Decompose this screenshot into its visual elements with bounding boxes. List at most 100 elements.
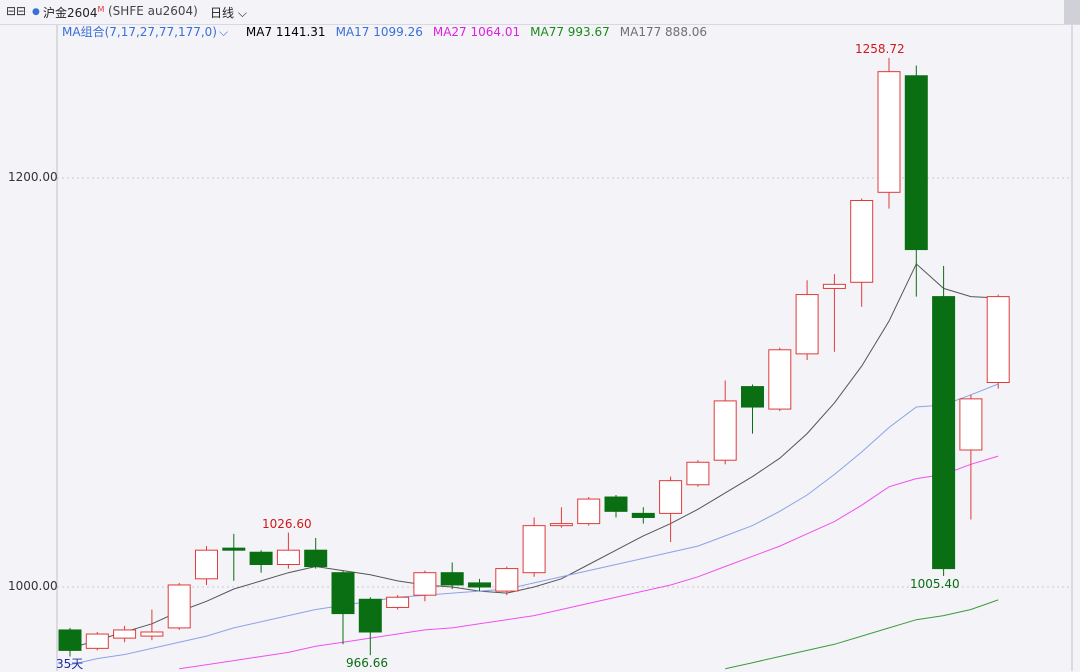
candle[interactable] bbox=[249, 550, 273, 573]
candle[interactable] bbox=[222, 533, 246, 581]
candle[interactable] bbox=[386, 595, 410, 610]
candle[interactable] bbox=[577, 497, 601, 526]
candle[interactable] bbox=[822, 274, 846, 352]
candle[interactable] bbox=[932, 265, 956, 576]
candle[interactable] bbox=[140, 609, 164, 641]
candle-body-up bbox=[713, 400, 737, 461]
candle-body-down bbox=[631, 512, 655, 518]
candle[interactable] bbox=[659, 476, 683, 543]
ma7-line bbox=[69, 263, 999, 649]
candle[interactable] bbox=[358, 597, 382, 656]
candle[interactable] bbox=[85, 631, 109, 651]
candle-body-down bbox=[904, 75, 928, 251]
main-contract-marker: M bbox=[97, 5, 105, 14]
candle-body-up bbox=[413, 572, 437, 596]
ma-legend-item: MA7 1141.31 bbox=[245, 25, 326, 39]
candle-body-up bbox=[686, 461, 710, 486]
candle-body-down bbox=[468, 582, 491, 588]
local-high-annotation: 1026.60 bbox=[262, 517, 312, 531]
candle[interactable] bbox=[195, 546, 218, 585]
ma-legend-item: MA177 888.06 bbox=[619, 25, 708, 39]
candle[interactable] bbox=[331, 570, 355, 645]
low-annotation: 966.66 bbox=[346, 656, 388, 670]
y-tick-label: 1200.00 bbox=[8, 170, 58, 184]
candle[interactable] bbox=[167, 582, 191, 630]
candle-body-up bbox=[795, 294, 819, 355]
period-label: 日线 bbox=[210, 6, 235, 20]
candle-body-up bbox=[549, 523, 573, 527]
symbol-title[interactable]: 沪金2604M bbox=[43, 4, 104, 21]
candle-body-up bbox=[495, 568, 519, 592]
link-icon[interactable]: ⊟⊟ bbox=[6, 4, 27, 18]
high-annotation: 1258.72 bbox=[855, 42, 905, 56]
candle-body-up bbox=[85, 633, 109, 649]
ma-legend-item: MA77 993.67 bbox=[530, 25, 610, 39]
candle[interactable] bbox=[413, 570, 437, 602]
ma77-line bbox=[725, 599, 999, 670]
ma-legend: MA组合(7,17,27,77,177,0) ⌵ MA7 1141.31 MA17 … bbox=[62, 23, 727, 41]
candle[interactable] bbox=[604, 494, 628, 518]
moving-average-layer bbox=[69, 263, 999, 670]
candle[interactable] bbox=[904, 65, 928, 297]
candle[interactable] bbox=[58, 627, 82, 657]
candle-layer bbox=[58, 57, 1010, 657]
candle[interactable] bbox=[440, 562, 464, 590]
candle[interactable] bbox=[276, 532, 300, 569]
last-low-annotation: 1005.40 bbox=[910, 577, 960, 591]
candle[interactable] bbox=[549, 507, 573, 528]
candle-body-down bbox=[249, 551, 273, 566]
chart-header-bar: ⊟⊟ ● 沪金2604M (SHFE au2604) 日线 ⌵ bbox=[0, 0, 1080, 25]
candle-body-up bbox=[195, 549, 218, 580]
candle[interactable] bbox=[113, 625, 137, 643]
candle-body-down bbox=[932, 296, 956, 570]
candle-body-up bbox=[386, 596, 410, 608]
candle-body-down bbox=[58, 629, 82, 651]
candle[interactable] bbox=[877, 57, 901, 209]
candle[interactable] bbox=[631, 507, 655, 524]
candle-body-up bbox=[140, 631, 164, 637]
ma27-line bbox=[179, 455, 999, 670]
candle[interactable] bbox=[959, 394, 983, 520]
days-counter: 35天 bbox=[56, 657, 84, 671]
candle[interactable] bbox=[850, 198, 874, 307]
candle[interactable] bbox=[686, 460, 710, 487]
candle-body-up bbox=[276, 549, 300, 566]
candle-body-down bbox=[222, 547, 246, 551]
candle-body-up bbox=[822, 283, 846, 289]
candle[interactable] bbox=[741, 384, 764, 434]
candle[interactable] bbox=[768, 347, 792, 412]
candle-body-down bbox=[741, 386, 764, 408]
chevron-down-icon: ⌵ bbox=[237, 6, 247, 20]
candle-body-up bbox=[522, 525, 546, 574]
candle-body-up bbox=[850, 199, 874, 283]
grid-layer bbox=[57, 177, 1072, 588]
bullet-dot-icon: ● bbox=[32, 7, 40, 17]
candle[interactable] bbox=[522, 517, 546, 577]
candle-body-down bbox=[440, 572, 464, 586]
ma-group-label[interactable]: MA组合(7,17,27,77,177,0) bbox=[62, 25, 217, 39]
candle-body-up bbox=[959, 398, 983, 451]
candle-body-up bbox=[986, 296, 1010, 383]
y-tick-label: 1000.00 bbox=[8, 579, 58, 593]
candle-body-down bbox=[304, 549, 328, 568]
period-selector[interactable]: 日线 ⌵ bbox=[210, 4, 247, 21]
candle-body-up bbox=[768, 349, 792, 410]
chevron-down-icon[interactable]: ⌵ bbox=[218, 25, 229, 39]
candle[interactable] bbox=[495, 566, 519, 596]
ma-legend-item: MA27 1064.01 bbox=[432, 25, 521, 39]
candle[interactable] bbox=[986, 294, 1010, 389]
window-corner bbox=[1064, 0, 1080, 24]
candle-body-up bbox=[877, 71, 901, 193]
candle[interactable] bbox=[795, 280, 819, 361]
ma-legend-item: MA17 1099.26 bbox=[335, 25, 423, 39]
candle[interactable] bbox=[468, 578, 491, 592]
candle-body-down bbox=[604, 496, 628, 512]
candle-body-up bbox=[113, 629, 137, 639]
candle-body-up bbox=[659, 480, 683, 514]
candle[interactable] bbox=[304, 537, 328, 569]
symbol-code: (SHFE au2604) bbox=[108, 4, 198, 18]
ma-legend-items: MA7 1141.31 MA17 1099.26 MA27 1064.01 MA77 … bbox=[246, 25, 717, 39]
candle-body-up bbox=[167, 584, 191, 629]
candle[interactable] bbox=[713, 380, 737, 465]
